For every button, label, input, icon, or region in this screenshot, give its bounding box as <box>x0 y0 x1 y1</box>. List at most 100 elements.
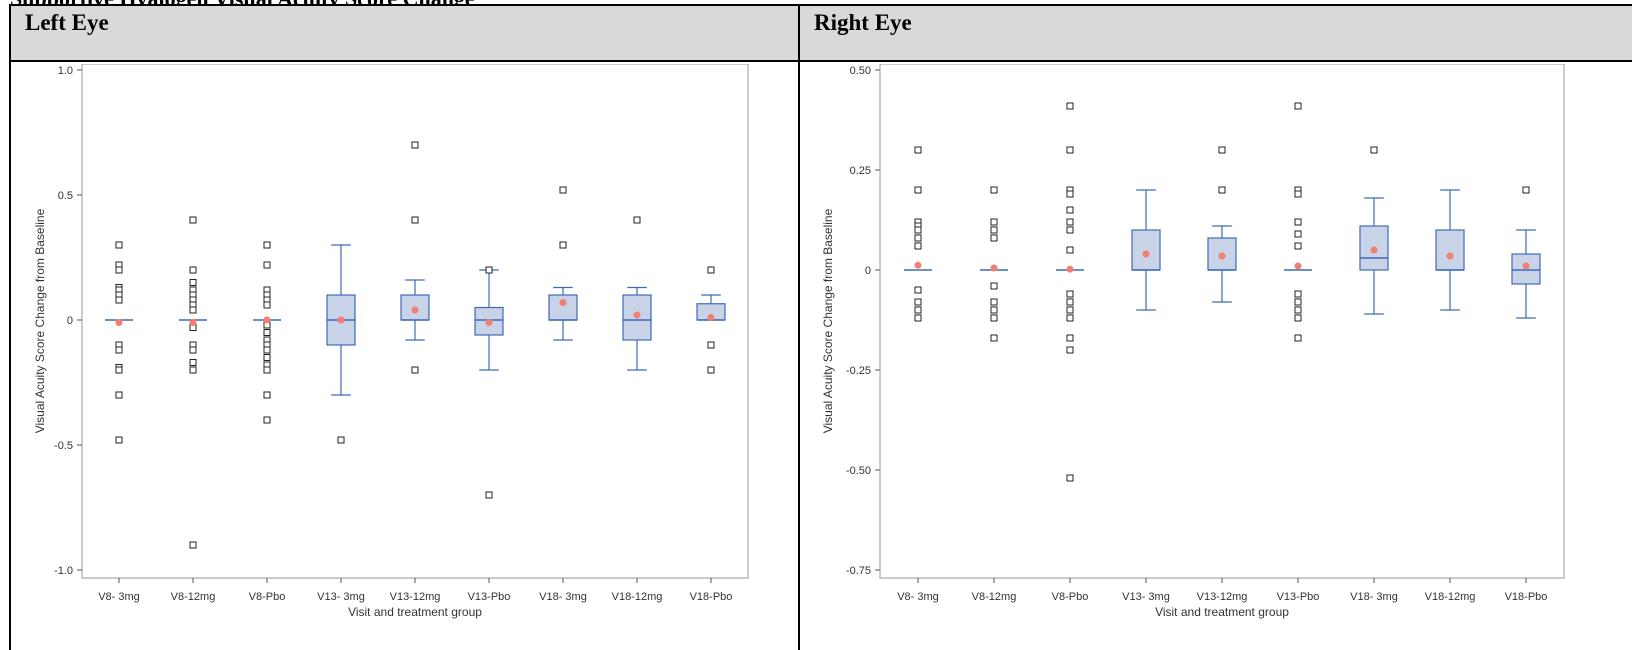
x-tick-label: V13-12mg <box>1197 591 1248 603</box>
left-eye-title: Left Eye <box>25 10 109 35</box>
outlier-point <box>411 141 419 149</box>
outlier-point <box>1066 146 1074 154</box>
mean-point <box>1522 262 1530 270</box>
outlier-point <box>263 261 271 269</box>
outlier-point <box>1294 298 1302 306</box>
x-tick-label: V8- 3mg <box>98 591 140 603</box>
outlier-point <box>1294 230 1302 238</box>
outlier-point <box>990 306 998 314</box>
mean-point <box>1218 252 1226 260</box>
outlier-point <box>1294 290 1302 298</box>
y-tick-label: 0.25 <box>850 165 871 177</box>
outlier-point <box>263 416 271 424</box>
y-axis-title: Visual Acuity Score Change from Baseline <box>821 208 835 433</box>
mean-point <box>990 264 998 272</box>
mean-point <box>485 319 493 326</box>
right-eye-header: Right Eye <box>800 6 1632 62</box>
outlier-point <box>990 226 998 234</box>
outlier-point <box>189 541 197 549</box>
mean-point <box>263 316 271 324</box>
outlier-point <box>263 329 271 336</box>
figure-table <box>9 4 1632 650</box>
y-tick-label: -0.5 <box>54 440 73 452</box>
outlier-point <box>1522 186 1530 194</box>
mean-point <box>707 314 715 321</box>
outlier-point <box>1066 206 1074 214</box>
left-eye-boxplot: -1.0 -0.5 0 0.5 1.0 Visual Acuity Score Chang… <box>33 64 749 619</box>
outlier-point <box>1066 102 1074 110</box>
outlier-point <box>263 366 271 374</box>
x-tick-label: V18-Pbo <box>690 591 733 603</box>
outlier-point <box>1294 306 1302 314</box>
outlier-point <box>189 266 197 274</box>
outlier-point <box>914 314 922 322</box>
mean-point <box>633 311 641 319</box>
outlier-point <box>115 436 123 444</box>
mean-point <box>1066 265 1074 273</box>
outlier-point <box>115 346 123 354</box>
x-tick-label: V13- 3mg <box>317 591 365 603</box>
outlier-point <box>1066 314 1074 322</box>
outlier-point <box>559 241 567 249</box>
x-axis-title: Visit and treatment group <box>348 605 482 619</box>
y-tick-label: 1.0 <box>58 65 73 77</box>
x-axis-title: Visit and treatment group <box>1155 605 1289 619</box>
outlier-point <box>1066 306 1074 314</box>
outlier-point <box>115 241 123 249</box>
y-tick-label: -0.25 <box>846 365 871 377</box>
y-tick-label: 0 <box>865 265 871 277</box>
outlier-point <box>263 241 271 249</box>
mean-point <box>189 319 197 326</box>
outlier-point <box>115 296 123 304</box>
outlier-point <box>263 346 271 354</box>
y-tick-label: -0.75 <box>846 565 871 577</box>
outlier-point <box>189 359 197 366</box>
box-iqr <box>1435 229 1465 271</box>
left-eye-header: Left Eye <box>11 6 798 62</box>
outlier-point <box>1370 146 1378 154</box>
outlier-point <box>990 186 998 194</box>
right-eye-title: Right Eye <box>814 10 912 35</box>
outlier-point <box>115 366 123 374</box>
outlier-point <box>707 266 715 274</box>
outlier-point <box>914 186 922 194</box>
box-iqr <box>1131 229 1161 271</box>
outlier-point <box>990 314 998 322</box>
outlier-point <box>115 391 123 399</box>
mean-point <box>115 319 123 326</box>
x-tick-label: V13-Pbo <box>468 591 511 603</box>
outlier-point <box>633 216 641 224</box>
outlier-point <box>1294 218 1302 226</box>
mean-point <box>914 261 922 269</box>
outlier-point <box>1294 314 1302 322</box>
outlier-point <box>990 234 998 242</box>
outlier-point <box>559 186 567 194</box>
outlier-point <box>263 301 271 309</box>
mean-point <box>1142 250 1150 258</box>
outlier-point <box>1066 218 1074 226</box>
x-tick-label: V18- 3mg <box>1350 591 1398 603</box>
mean-point <box>411 306 419 314</box>
x-tick-label: V8-12mg <box>171 591 216 603</box>
box-iqr <box>548 294 578 321</box>
outlier-point <box>914 306 922 314</box>
outlier-point <box>914 226 922 234</box>
x-tick-label: V8-12mg <box>972 591 1017 603</box>
x-tick-label: V8-Pbo <box>1052 591 1089 603</box>
outlier-point <box>411 216 419 224</box>
x-tick-label: V18- 3mg <box>539 591 587 603</box>
outlier-point <box>707 366 715 374</box>
outlier-point <box>337 436 345 444</box>
outlier-point <box>1294 334 1302 342</box>
outlier-point <box>1066 346 1074 354</box>
outlier-point <box>1066 334 1074 342</box>
outlier-point <box>914 146 922 154</box>
plot-frame <box>879 64 1565 579</box>
outlier-point <box>189 346 197 354</box>
y-tick-label: 0.50 <box>850 65 871 77</box>
right-eye-boxplot: -0.75 -0.50 -0.25 0 0.25 0.50 Visual Acuity Sc… <box>821 64 1565 619</box>
y-tick-label: 0.5 <box>58 190 73 202</box>
x-tick-label: V8- 3mg <box>897 591 939 603</box>
x-tick-label: V13-12mg <box>390 591 441 603</box>
mean-point <box>1370 246 1378 254</box>
